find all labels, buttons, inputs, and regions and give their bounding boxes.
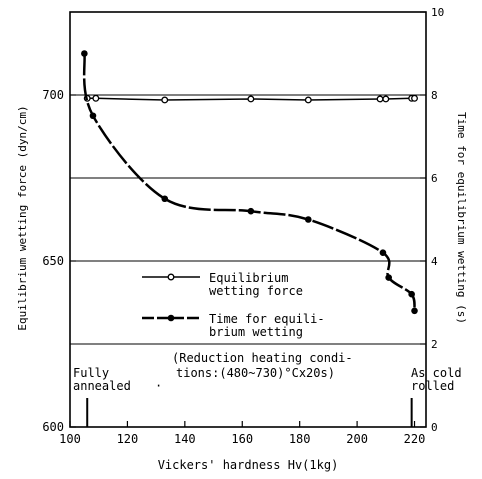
legend-label-1-0: Time for equili-: [209, 312, 325, 326]
x-tick-label-140: 140: [174, 432, 196, 446]
annotation-fully: Fully: [73, 366, 109, 380]
y-tick-label-right-0: 0: [431, 421, 438, 434]
legend-wetting-time-marker: [167, 314, 175, 322]
legend-wetting-force-marker: [167, 273, 175, 281]
x-tick-label-120: 120: [117, 432, 139, 446]
wetting-time-point-1: [89, 112, 97, 120]
x-tick-label-100: 100: [59, 432, 81, 446]
legend-label-1-1: brium wetting: [209, 325, 303, 339]
y-tick-label-left-600: 600: [42, 420, 64, 434]
y-tick-label-right-10: 10: [431, 6, 444, 19]
y-tick-label-right-8: 8: [431, 89, 438, 102]
wetting-time-point-8: [411, 307, 418, 315]
wetting-force-point-8: [411, 94, 418, 102]
wetting-force-point-3: [247, 95, 255, 103]
annotation-annealed: annealed: [73, 379, 131, 393]
x-axis-title: Vickers' hardness Hv(1kg): [158, 458, 339, 472]
grid: [70, 94, 426, 427]
wetting-time-point-3: [247, 207, 255, 215]
plot-frame: [69, 11, 427, 428]
annotation-reduction: (Reduction heating condi-: [172, 351, 353, 365]
plot-area: [69, 11, 427, 428]
annotations: Fully annealed · (Reduction heating cond…: [73, 351, 462, 393]
annotation-rolled: rolled: [411, 379, 454, 393]
x-tick-label-220: 220: [404, 432, 426, 446]
wetting-time-point-6: [385, 274, 392, 281]
wetting-time-point-5: [379, 249, 387, 256]
legend-label-0-0: Equilibrium: [209, 271, 288, 285]
wetting-force-point-1: [92, 94, 100, 102]
wetting-force-point-5: [376, 95, 384, 103]
ticks: 100 120 140 160 180 200 220 600 650 700 0 2 4 6 8 10: [42, 6, 444, 446]
y-tick-label-left-700: 700: [42, 88, 64, 102]
annotation-period: ·: [155, 379, 162, 393]
wetting-time-point-7: [408, 290, 415, 298]
x-tick-label-200: 200: [346, 432, 368, 446]
wetting-time-point-0: [81, 50, 88, 57]
legend-label-0-1: wetting force: [209, 284, 303, 298]
wetting-force-point-4: [304, 96, 312, 104]
wetting-force-point-6: [382, 95, 390, 103]
y-axis-title-right: Time for equilibrium wetting (s): [455, 112, 468, 324]
y-tick-label-right-6: 6: [431, 172, 438, 185]
y-tick-label-right-4: 4: [431, 255, 438, 268]
x-tick-label-180: 180: [289, 432, 311, 446]
wetting-force-point-2: [161, 96, 169, 104]
wetting-time-point-2: [161, 195, 169, 203]
series: [81, 50, 418, 315]
annotation-as-cold: As cold: [411, 366, 462, 380]
y-tick-label-right-2: 2: [431, 338, 438, 351]
annotation-conditions: tions:(480~730)°Cx20s): [176, 366, 335, 380]
wetting-time-point-4: [304, 216, 312, 223]
y-tick-label-left-650: 650: [42, 254, 64, 268]
x-tick-label-160: 160: [231, 432, 253, 446]
series-wetting-time-line: [82, 53, 416, 312]
axis-titles: Vickers' hardness Hv(1kg) Equilibrium we…: [16, 105, 468, 472]
y-axis-title-left: Equilibrium wetting force (dyn/cm): [16, 105, 29, 330]
